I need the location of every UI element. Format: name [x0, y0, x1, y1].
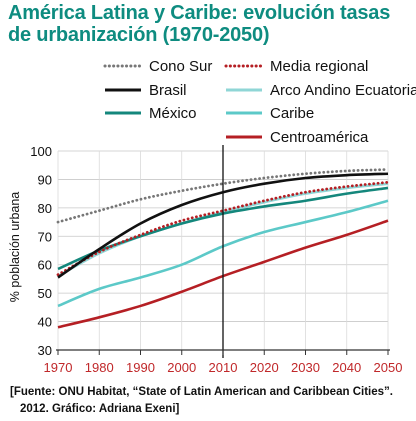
y-tick-label: 40 — [38, 315, 52, 330]
legend-label-5: Caribe — [270, 105, 314, 122]
series-line-3 — [56, 180, 390, 277]
legend-label-1: Brasil — [149, 82, 187, 99]
y-tick-label: 50 — [38, 286, 52, 301]
chart-title-line-2: de urbanización (1970-2050) — [8, 24, 270, 46]
x-tick-label: 2040 — [332, 360, 361, 375]
legend-label-6: Centroamérica — [270, 129, 369, 146]
y-tick-label: 80 — [38, 201, 52, 216]
x-tick-label: 2030 — [291, 360, 320, 375]
x-tick-label: 2000 — [167, 360, 196, 375]
x-tick-label: 1990 — [126, 360, 155, 375]
y-tick-label: 70 — [38, 229, 52, 244]
x-tick-label: 2020 — [250, 360, 279, 375]
legend: Cono Sur Media regional Brasil Arco Andino … — [103, 58, 416, 146]
source-note: [Fuente: ONU Habitat, “State of Latin Am… — [10, 384, 410, 418]
chart-title-line-1: América Latina y Caribe: evolución tasas — [8, 2, 391, 24]
chart-title: América Latina y Caribe: evolución tasas… — [8, 2, 412, 46]
source-line-1: [Fuente: ONU Habitat, “State of Latin Am… — [10, 386, 393, 398]
y-axis-label: % población urbana — [8, 192, 22, 303]
legend-label-0: Cono Sur — [149, 58, 212, 75]
x-tick-label: 2010 — [209, 360, 238, 375]
legend-label-4: Arco Andino Ecuatorial — [270, 82, 416, 99]
x-axis: 1970 1980 1990 2000 2010 2020 2030 2040 2050 — [44, 349, 403, 375]
y-tick-label: 60 — [38, 258, 52, 273]
y-tick-label: 100 — [30, 144, 52, 159]
x-tick-label: 2050 — [374, 360, 403, 375]
legend-label-3: Media regional — [270, 58, 368, 75]
source-line-2: 2012. Gráfico: Adriana Exeni] — [20, 403, 180, 415]
y-axis: 30 40 50 60 70 80 90 100 — [30, 144, 52, 358]
y-tick-label: 30 — [38, 343, 52, 358]
series-line-0 — [56, 168, 390, 224]
x-tick-label: 1970 — [44, 360, 73, 375]
y-tick-label: 90 — [38, 172, 52, 187]
x-tick-label: 1980 — [85, 360, 114, 375]
legend-label-2: México — [149, 105, 197, 122]
